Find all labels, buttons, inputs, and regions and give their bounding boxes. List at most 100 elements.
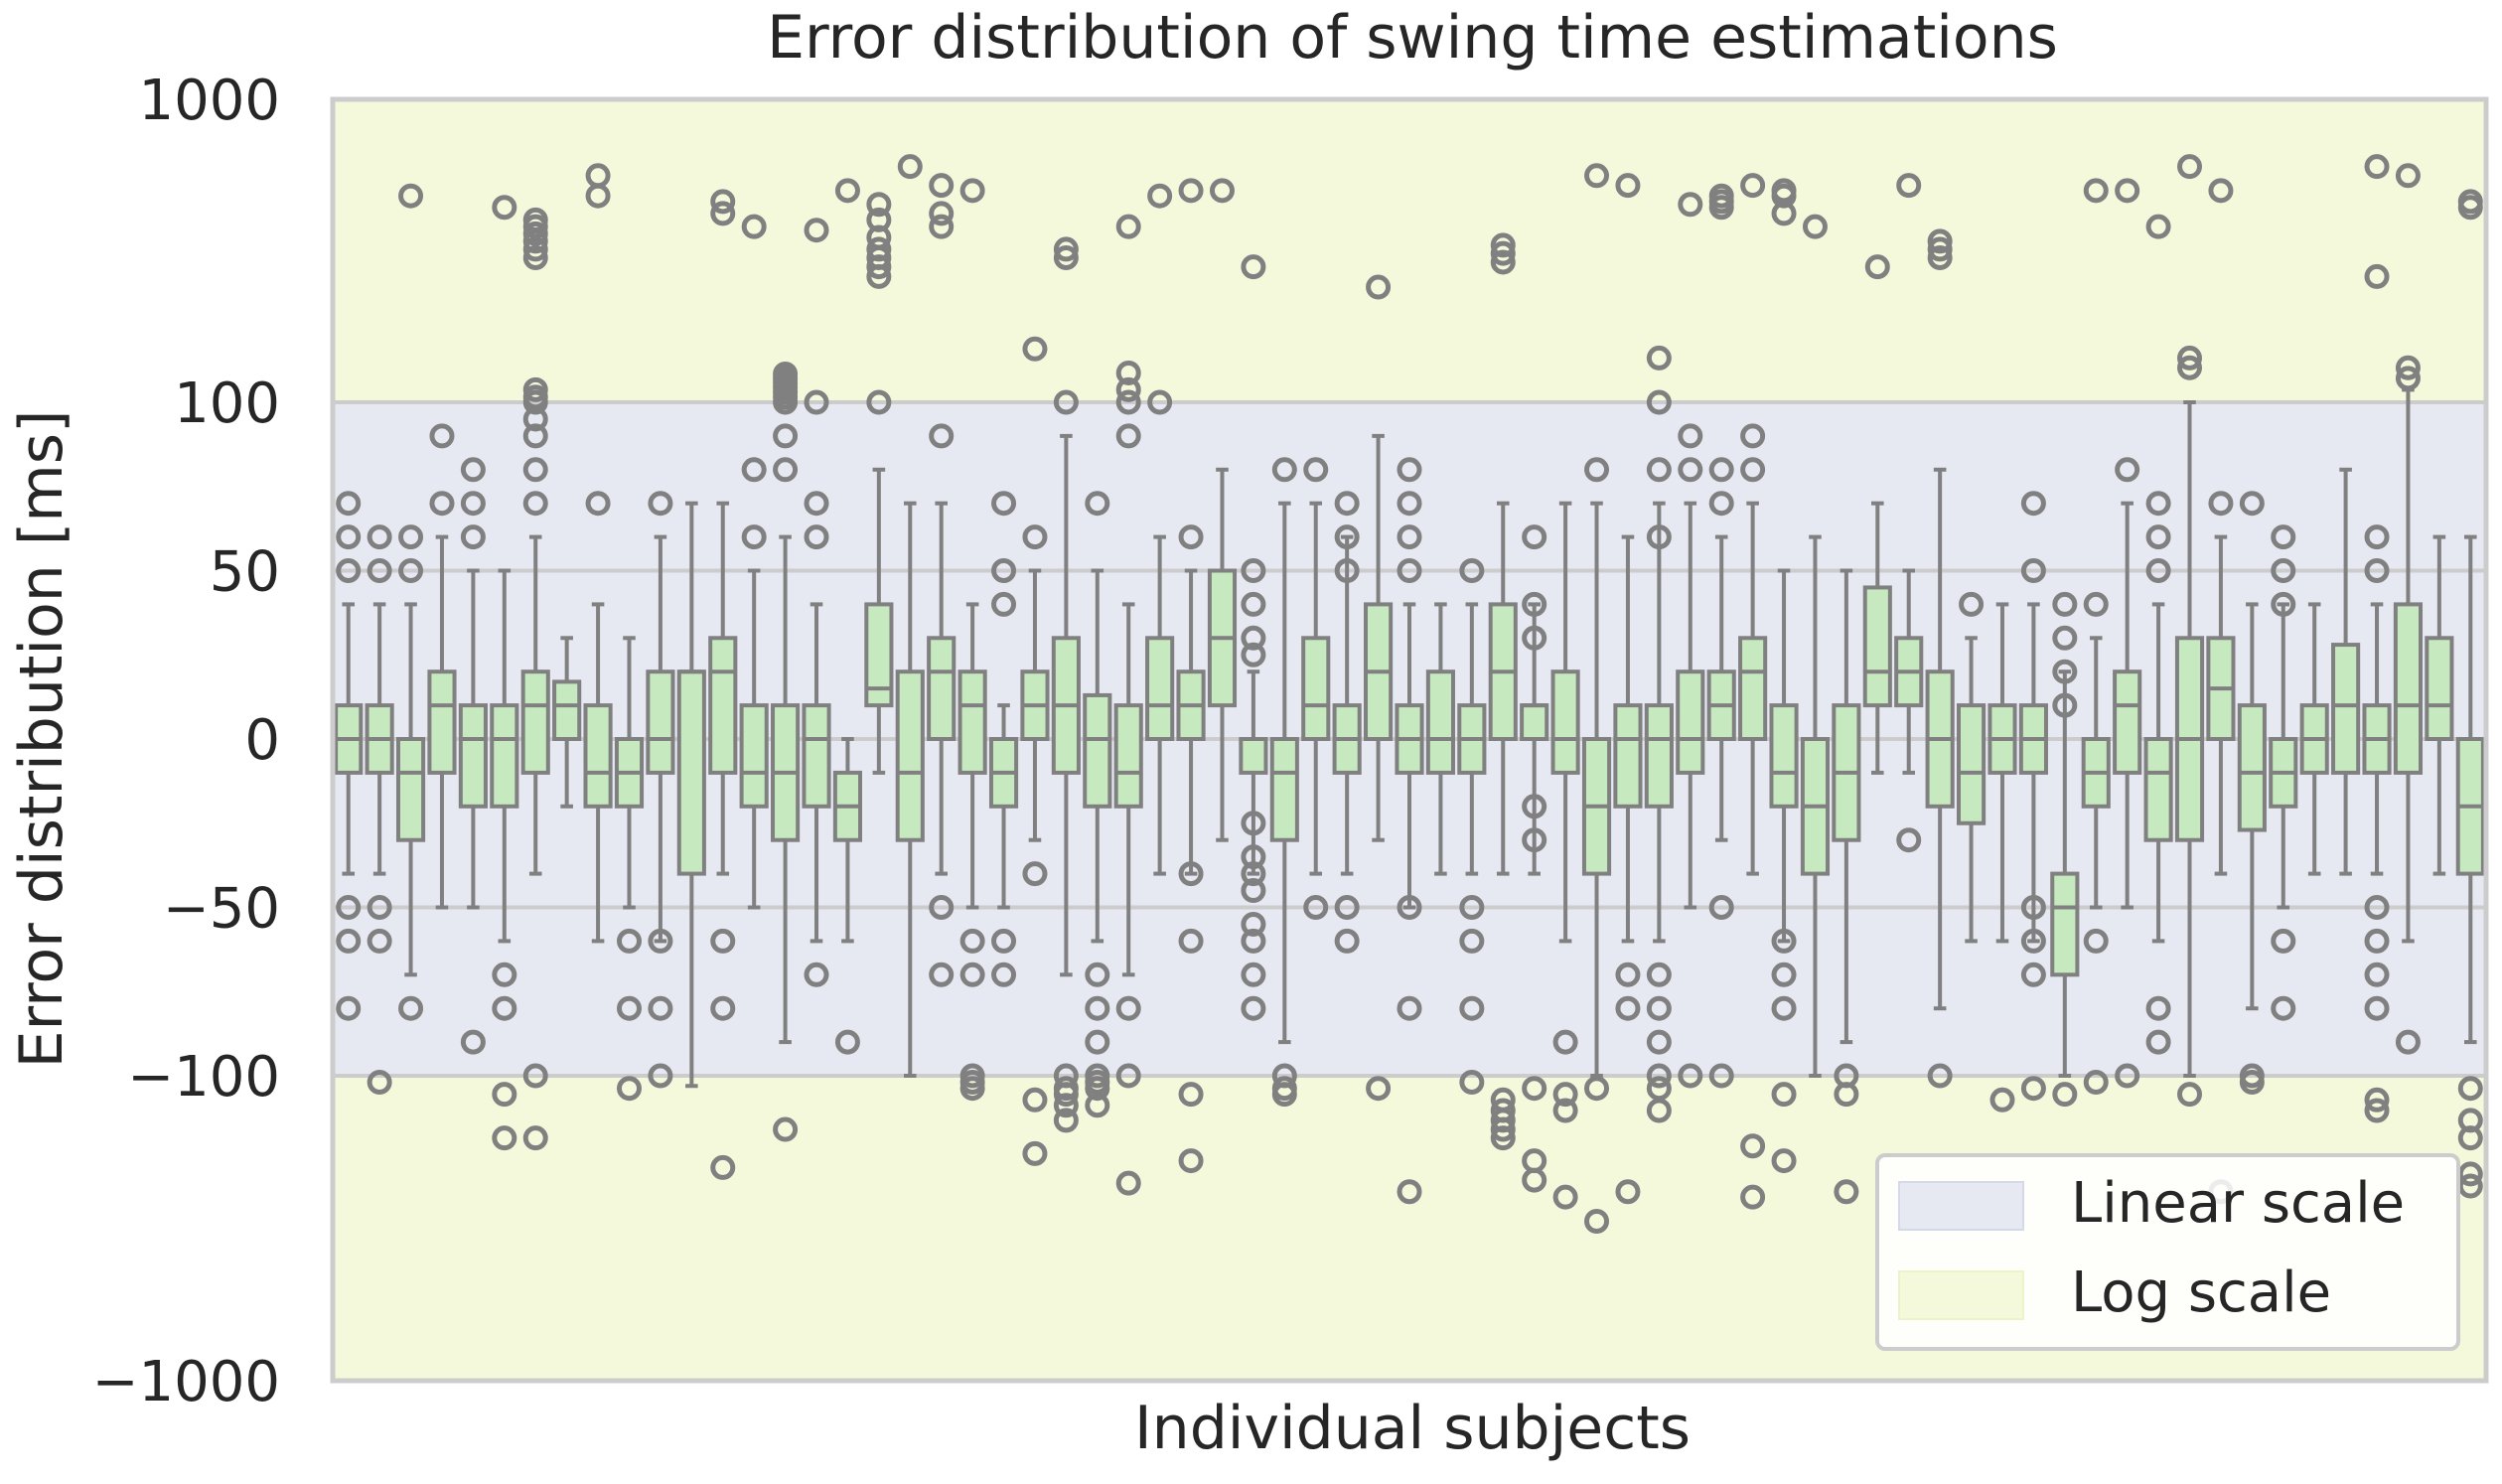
box-group-33 xyxy=(1364,274,1394,1102)
box-group-16 xyxy=(832,178,863,1055)
flier-point xyxy=(648,995,673,1021)
boxes xyxy=(334,154,2485,1234)
box-iqr xyxy=(1738,636,1768,741)
box-group-2 xyxy=(395,183,426,1021)
flier-point xyxy=(1085,1029,1110,1055)
flier-point xyxy=(522,244,548,270)
flier-point xyxy=(2457,1173,2483,1199)
flier-point xyxy=(367,895,392,920)
flier-point xyxy=(991,558,1017,583)
flier-point xyxy=(1490,249,1516,275)
flier-point xyxy=(1022,861,1048,887)
flier-point xyxy=(773,423,799,449)
flier-point xyxy=(2239,1070,2265,1096)
box-group-43 xyxy=(1676,192,1705,1089)
flier-point xyxy=(2177,154,2203,180)
box-group-0 xyxy=(334,491,364,1021)
flier-point xyxy=(398,995,424,1021)
box-iqr xyxy=(490,703,519,809)
flier-point xyxy=(1147,183,1173,209)
box-group-52 xyxy=(1956,591,1987,944)
flier-point xyxy=(1646,524,1672,550)
flier-point xyxy=(1646,389,1672,415)
flier-point xyxy=(522,207,548,232)
flier-point xyxy=(1397,1179,1422,1205)
box-iqr xyxy=(802,703,831,809)
flier-point xyxy=(2145,491,2171,517)
flier-point xyxy=(522,236,548,262)
flier-point xyxy=(1178,928,1204,954)
flier-point xyxy=(834,1029,860,1055)
box-group-1 xyxy=(365,524,394,1096)
flier-point xyxy=(2364,928,2390,954)
flier-point xyxy=(2364,962,2390,987)
y-tick-label-3: 0 xyxy=(244,708,280,773)
flier-point xyxy=(1397,558,1422,583)
box-group-64 xyxy=(2331,467,2361,876)
box-group-6 xyxy=(520,207,550,1151)
flier-point xyxy=(2083,1070,2109,1096)
flier-point xyxy=(834,178,860,204)
flier-point xyxy=(1834,1179,1859,1205)
box-iqr xyxy=(458,703,488,809)
flier-point xyxy=(773,1116,799,1142)
flier-point xyxy=(585,163,611,189)
flier-point xyxy=(460,1029,486,1055)
box-group-62 xyxy=(2269,524,2298,1021)
flier-point xyxy=(1241,878,1266,904)
box-iqr xyxy=(739,703,769,809)
flier-point xyxy=(1366,274,1392,300)
flier-point xyxy=(2052,1082,2078,1108)
y-axis-label: Error distribution [ms] xyxy=(7,410,76,1069)
flier-point xyxy=(991,591,1017,617)
flier-point xyxy=(336,558,362,583)
flier-point xyxy=(1552,1098,1578,1123)
flier-point xyxy=(929,423,955,449)
flier-point xyxy=(2115,457,2140,483)
flier-point xyxy=(991,928,1017,954)
flier-point xyxy=(585,491,611,517)
chart-title: Error distribution of swing time estimat… xyxy=(767,3,2058,73)
box-iqr xyxy=(957,669,987,775)
flier-point xyxy=(959,962,985,987)
flier-point xyxy=(1771,1148,1797,1174)
flier-point xyxy=(1085,491,1110,517)
box-group-23 xyxy=(1051,236,1081,1133)
flier-point xyxy=(1927,244,1953,270)
flier-point xyxy=(1241,995,1266,1021)
box-group-68 xyxy=(2455,189,2485,1199)
legend-label-0: Linear scale xyxy=(2071,1171,2405,1236)
flier-point xyxy=(866,389,892,415)
flier-point xyxy=(1646,345,1672,371)
flier-point xyxy=(1802,214,1828,239)
plot-border xyxy=(330,96,2489,1384)
box-group-61 xyxy=(2237,491,2267,1096)
flier-point xyxy=(929,214,955,239)
flier-point xyxy=(1896,173,1922,199)
flier-point xyxy=(429,423,455,449)
flier-point xyxy=(1989,1087,2015,1113)
box-group-12 xyxy=(708,189,738,1180)
flier-point xyxy=(1085,962,1110,987)
box-iqr xyxy=(395,737,426,842)
flier-point xyxy=(1178,178,1204,204)
flier-point xyxy=(1178,1082,1204,1108)
box-group-66 xyxy=(2393,163,2424,1055)
box-group-58 xyxy=(2143,214,2173,1055)
flier-point xyxy=(2052,591,2078,617)
box-iqr xyxy=(1550,669,1580,775)
box-iqr xyxy=(1613,703,1643,809)
flier-point xyxy=(804,389,829,415)
box-group-5 xyxy=(490,195,519,1151)
flier-point xyxy=(460,491,486,517)
flier-point xyxy=(2364,154,2390,180)
flier-point xyxy=(398,524,424,550)
box-group-37 xyxy=(1488,232,1518,1151)
flier-point xyxy=(1771,962,1797,987)
region-1 xyxy=(333,99,2486,402)
flier-point xyxy=(1678,423,1703,449)
flier-point xyxy=(2020,928,2046,954)
flier-point xyxy=(1115,389,1141,415)
flier-point xyxy=(1771,178,1797,204)
box-group-13 xyxy=(739,214,769,910)
